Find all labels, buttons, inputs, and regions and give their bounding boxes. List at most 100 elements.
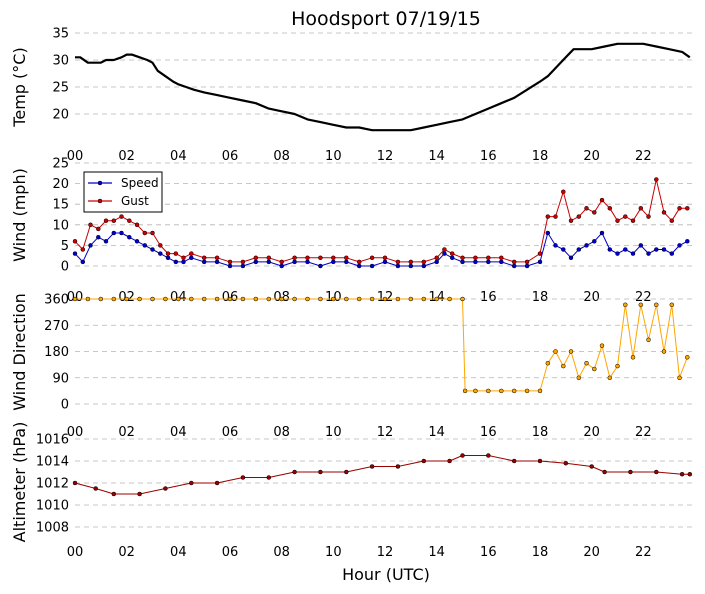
data-point <box>119 214 124 219</box>
data-point <box>189 255 194 261</box>
data-point <box>599 197 605 203</box>
data-point <box>623 214 628 219</box>
data-point <box>103 239 109 244</box>
data-point <box>318 469 323 475</box>
data-point <box>537 388 543 394</box>
data-point <box>382 259 388 265</box>
data-point <box>158 251 163 256</box>
legend-gust-label: Gust <box>121 194 149 208</box>
data-point <box>356 263 362 269</box>
y-tick-label: 25 <box>52 157 69 172</box>
x-tick-label: 12 <box>377 425 394 440</box>
data-point <box>499 255 504 261</box>
series-line-gust <box>74 179 688 263</box>
legend-gust-marker <box>97 198 103 204</box>
data-point <box>421 458 427 464</box>
x-tick-label: 20 <box>583 425 600 440</box>
x-tick-label: 04 <box>170 545 187 560</box>
data-point <box>434 255 439 261</box>
data-point <box>442 251 447 256</box>
data-point <box>568 255 574 261</box>
data-point <box>305 259 310 265</box>
x-tick-label: 04 <box>170 149 187 164</box>
data-point <box>499 259 504 265</box>
data-point <box>150 247 155 252</box>
data-point <box>473 255 478 261</box>
data-point <box>584 206 589 211</box>
data-point <box>486 255 491 261</box>
data-point <box>447 458 452 464</box>
data-point <box>158 243 163 248</box>
y-tick-label: 35 <box>52 27 69 42</box>
data-point <box>369 263 375 269</box>
x-tick-label: 18 <box>532 545 549 560</box>
x-tick-label: 14 <box>428 545 445 560</box>
data-point <box>85 296 91 302</box>
y-tick-label: 180 <box>44 345 69 360</box>
data-point <box>72 296 78 302</box>
data-point <box>669 302 675 308</box>
data-point <box>253 296 259 302</box>
data-point <box>279 263 284 269</box>
wind-direction-panel: 0 90 180 270 360 00 02 04 06 08 10 12 14 16 18 20 22 Wi… <box>10 293 695 440</box>
x-tick-label: 14 <box>428 425 445 440</box>
data-point <box>685 355 690 360</box>
data-point <box>240 475 246 480</box>
data-point <box>545 214 551 219</box>
data-point <box>677 243 682 248</box>
data-point <box>679 471 685 477</box>
data-point <box>344 255 349 261</box>
data-point <box>240 263 246 269</box>
x-tick-label: 22 <box>635 290 652 305</box>
data-point <box>266 296 272 302</box>
data-point <box>623 302 628 308</box>
data-point <box>584 243 589 248</box>
data-point <box>654 469 659 475</box>
data-point <box>623 247 628 252</box>
data-point <box>165 255 171 261</box>
data-point <box>511 458 517 464</box>
data-point <box>240 259 246 265</box>
data-point <box>460 255 465 261</box>
data-point <box>98 296 104 302</box>
y-tick-label: 1014 <box>36 455 69 470</box>
data-point <box>630 251 636 256</box>
figure-title: Hoodsport 07/19/15 <box>291 8 481 30</box>
data-point <box>279 296 284 302</box>
data-point <box>173 259 179 265</box>
data-point <box>537 251 543 256</box>
x-tick-label: 08 <box>273 149 290 164</box>
data-point <box>607 375 613 381</box>
data-point <box>292 469 297 475</box>
data-point <box>630 355 636 360</box>
data-point <box>576 375 582 381</box>
data-point <box>408 263 414 269</box>
data-point <box>661 247 667 252</box>
data-point <box>189 251 194 256</box>
data-point <box>568 218 574 223</box>
data-point <box>134 239 140 244</box>
data-point <box>561 363 566 369</box>
series-line-temp <box>75 42 691 132</box>
data-point <box>318 296 323 302</box>
data-point <box>486 259 491 265</box>
data-point <box>511 259 517 265</box>
data-point <box>214 255 220 261</box>
data-point <box>266 255 272 261</box>
data-point <box>646 337 651 343</box>
wind-speed-axis-label: Wind (mph) <box>10 168 29 262</box>
data-point <box>318 255 323 261</box>
x-tick-label: 02 <box>118 545 135 560</box>
data-point <box>524 259 530 265</box>
data-point <box>88 222 93 228</box>
x-tick-label: 00 <box>67 425 84 440</box>
data-point <box>88 243 93 248</box>
data-point <box>607 247 613 252</box>
data-point <box>189 296 194 302</box>
x-tick-label: 06 <box>222 149 239 164</box>
data-point <box>72 251 78 256</box>
y-tick-label: 20 <box>52 108 69 123</box>
data-point <box>615 218 620 223</box>
data-point <box>408 296 414 302</box>
y-tick-label: 0 <box>61 260 69 275</box>
